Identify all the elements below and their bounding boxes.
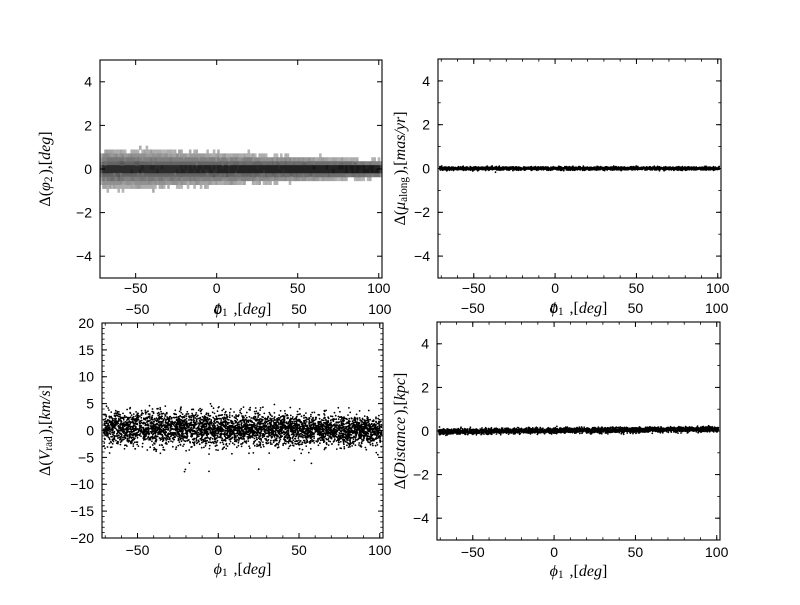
svg-text:0: 0 xyxy=(84,161,92,177)
svg-text:5: 5 xyxy=(86,396,94,412)
svg-text:−50: −50 xyxy=(126,542,150,558)
svg-text:4: 4 xyxy=(421,336,429,352)
svg-text:50: 50 xyxy=(291,301,307,317)
svg-text:0: 0 xyxy=(422,160,430,176)
svg-text:0: 0 xyxy=(551,280,559,296)
svg-text:−4: −4 xyxy=(414,248,430,264)
svg-text:−5: −5 xyxy=(78,449,94,465)
svg-text:50: 50 xyxy=(628,544,644,560)
svg-text:0: 0 xyxy=(421,423,429,439)
svg-text:100: 100 xyxy=(368,542,392,558)
svg-text:−50: −50 xyxy=(461,300,485,316)
svg-text:Δ(φ2),[deg]: Δ(φ2),[deg] xyxy=(37,131,55,206)
svg-text:100: 100 xyxy=(705,300,729,316)
svg-text:50: 50 xyxy=(291,542,307,558)
svg-text:4: 4 xyxy=(84,74,92,90)
svg-text:Δ(Distance),[kpc]: Δ(Distance),[kpc] xyxy=(392,373,409,490)
svg-text:100: 100 xyxy=(705,544,729,560)
svg-text:−2: −2 xyxy=(414,204,430,220)
svg-text:0: 0 xyxy=(213,280,221,296)
svg-text:Δ(Vrad),[km/s]: Δ(Vrad),[km/s] xyxy=(37,385,55,476)
svg-text:−4: −4 xyxy=(76,248,92,264)
svg-text:100: 100 xyxy=(706,280,730,296)
svg-text:−2: −2 xyxy=(413,467,429,483)
svg-text:−50: −50 xyxy=(124,280,148,296)
svg-text:50: 50 xyxy=(628,300,644,316)
svg-text:Δ(μalong),[mas/yr]: Δ(μalong),[mas/yr] xyxy=(392,111,410,225)
svg-text:2: 2 xyxy=(84,117,92,133)
svg-text:10: 10 xyxy=(78,369,94,385)
svg-text:4: 4 xyxy=(422,73,430,89)
svg-text:−50: −50 xyxy=(126,301,150,317)
svg-text:0: 0 xyxy=(214,542,222,558)
svg-text:0: 0 xyxy=(550,544,558,560)
svg-text:100: 100 xyxy=(367,280,391,296)
svg-text:−4: −4 xyxy=(413,510,429,526)
svg-text:2: 2 xyxy=(422,117,430,133)
svg-text:2: 2 xyxy=(421,379,429,395)
svg-text:15: 15 xyxy=(78,342,94,358)
svg-text:−10: −10 xyxy=(70,476,94,492)
svg-text:100: 100 xyxy=(368,301,392,317)
svg-text:20: 20 xyxy=(78,315,94,331)
svg-text:50: 50 xyxy=(629,280,645,296)
svg-text:0: 0 xyxy=(86,422,94,438)
svg-text:−20: −20 xyxy=(70,530,94,546)
svg-text:50: 50 xyxy=(290,280,306,296)
svg-text:−15: −15 xyxy=(70,503,94,519)
svg-text:−50: −50 xyxy=(462,280,486,296)
svg-text:−2: −2 xyxy=(76,205,92,221)
svg-text:−50: −50 xyxy=(461,544,485,560)
